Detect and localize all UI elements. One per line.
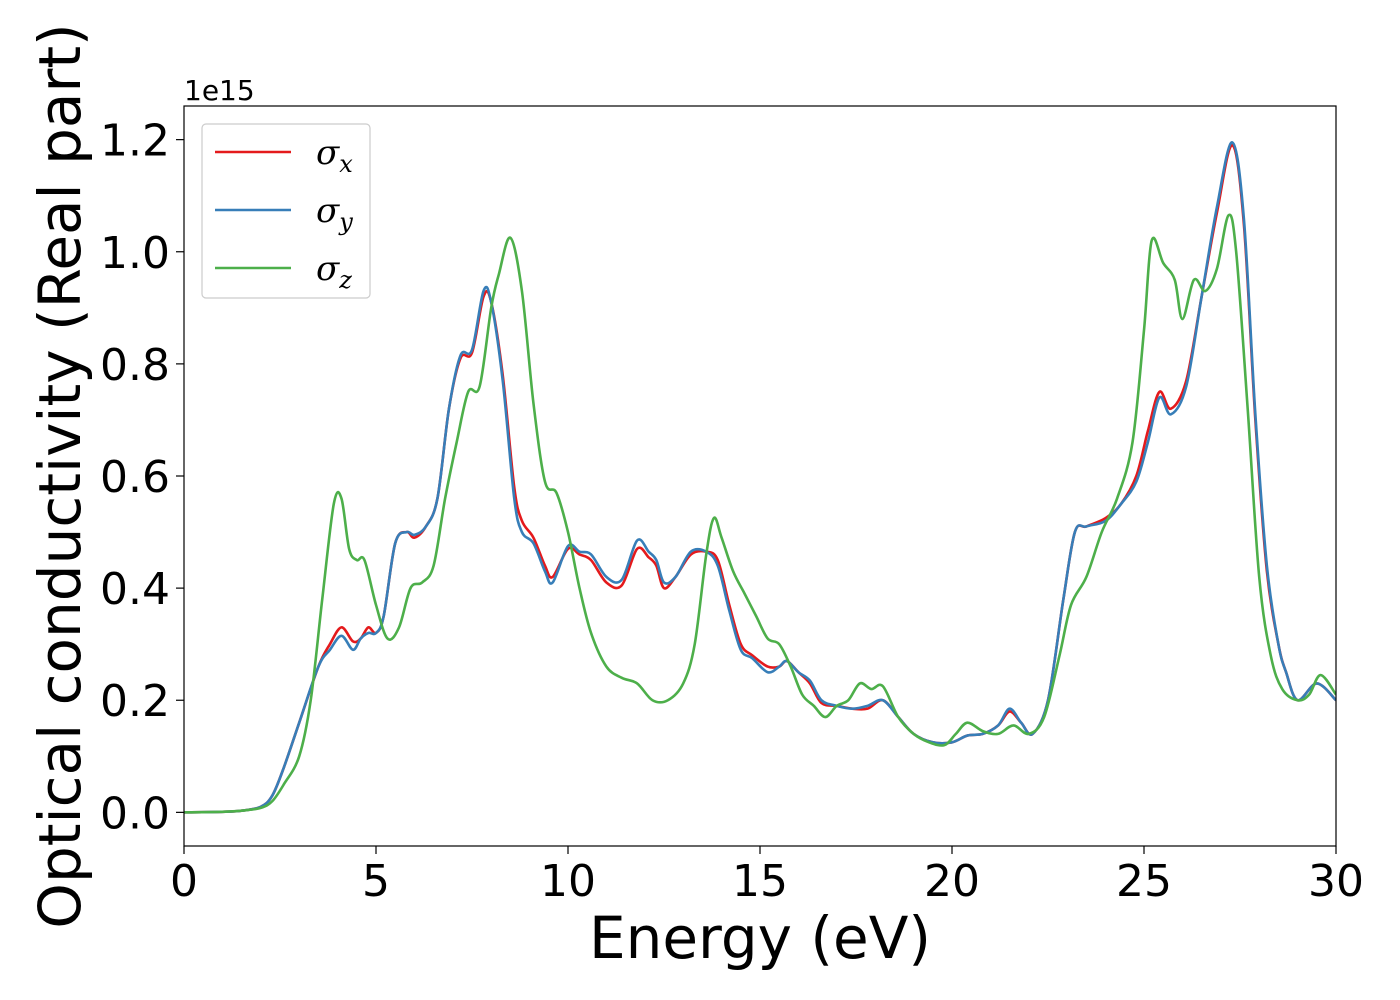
legend-label-z: σz <box>316 249 352 294</box>
y-tick-label: 0.4 <box>100 564 170 615</box>
plot-area-background <box>184 106 1336 846</box>
x-tick-label: 10 <box>540 856 596 907</box>
y-tick-label: 1.2 <box>100 116 170 167</box>
y-tick-label: 0.0 <box>100 788 170 839</box>
legend: σx σy σz <box>201 123 371 299</box>
y-tick-label: 0.6 <box>100 452 170 503</box>
y-tick-label: 0.8 <box>100 340 170 391</box>
series-line-z <box>184 213 1336 814</box>
y-tick-label: 1.0 <box>100 228 170 279</box>
series-layer <box>184 141 1336 814</box>
y-offset-label: 1e15 <box>184 74 255 107</box>
legend-label-x: σx <box>316 133 353 178</box>
x-axis-title: Energy (eV) <box>589 904 931 972</box>
x-tick-label: 5 <box>362 856 390 907</box>
series-line-y <box>184 141 1336 814</box>
x-tick-label: 0 <box>170 856 198 907</box>
x-tick-label: 25 <box>1116 856 1172 907</box>
y-axis: 0.0 0.2 0.4 0.6 0.8 1.0 1.2 <box>100 116 184 839</box>
x-axis: 0 5 10 15 20 25 30 <box>170 846 1364 907</box>
legend-entries: σx σy σz <box>215 133 353 294</box>
x-tick-label: 30 <box>1308 856 1364 907</box>
y-axis-title: Optical conductivity (Real part) <box>26 23 94 928</box>
x-tick-label: 15 <box>732 856 788 907</box>
x-tick-label: 20 <box>924 856 980 907</box>
y-tick-label: 0.2 <box>100 676 170 727</box>
legend-label-y: σy <box>316 191 353 236</box>
